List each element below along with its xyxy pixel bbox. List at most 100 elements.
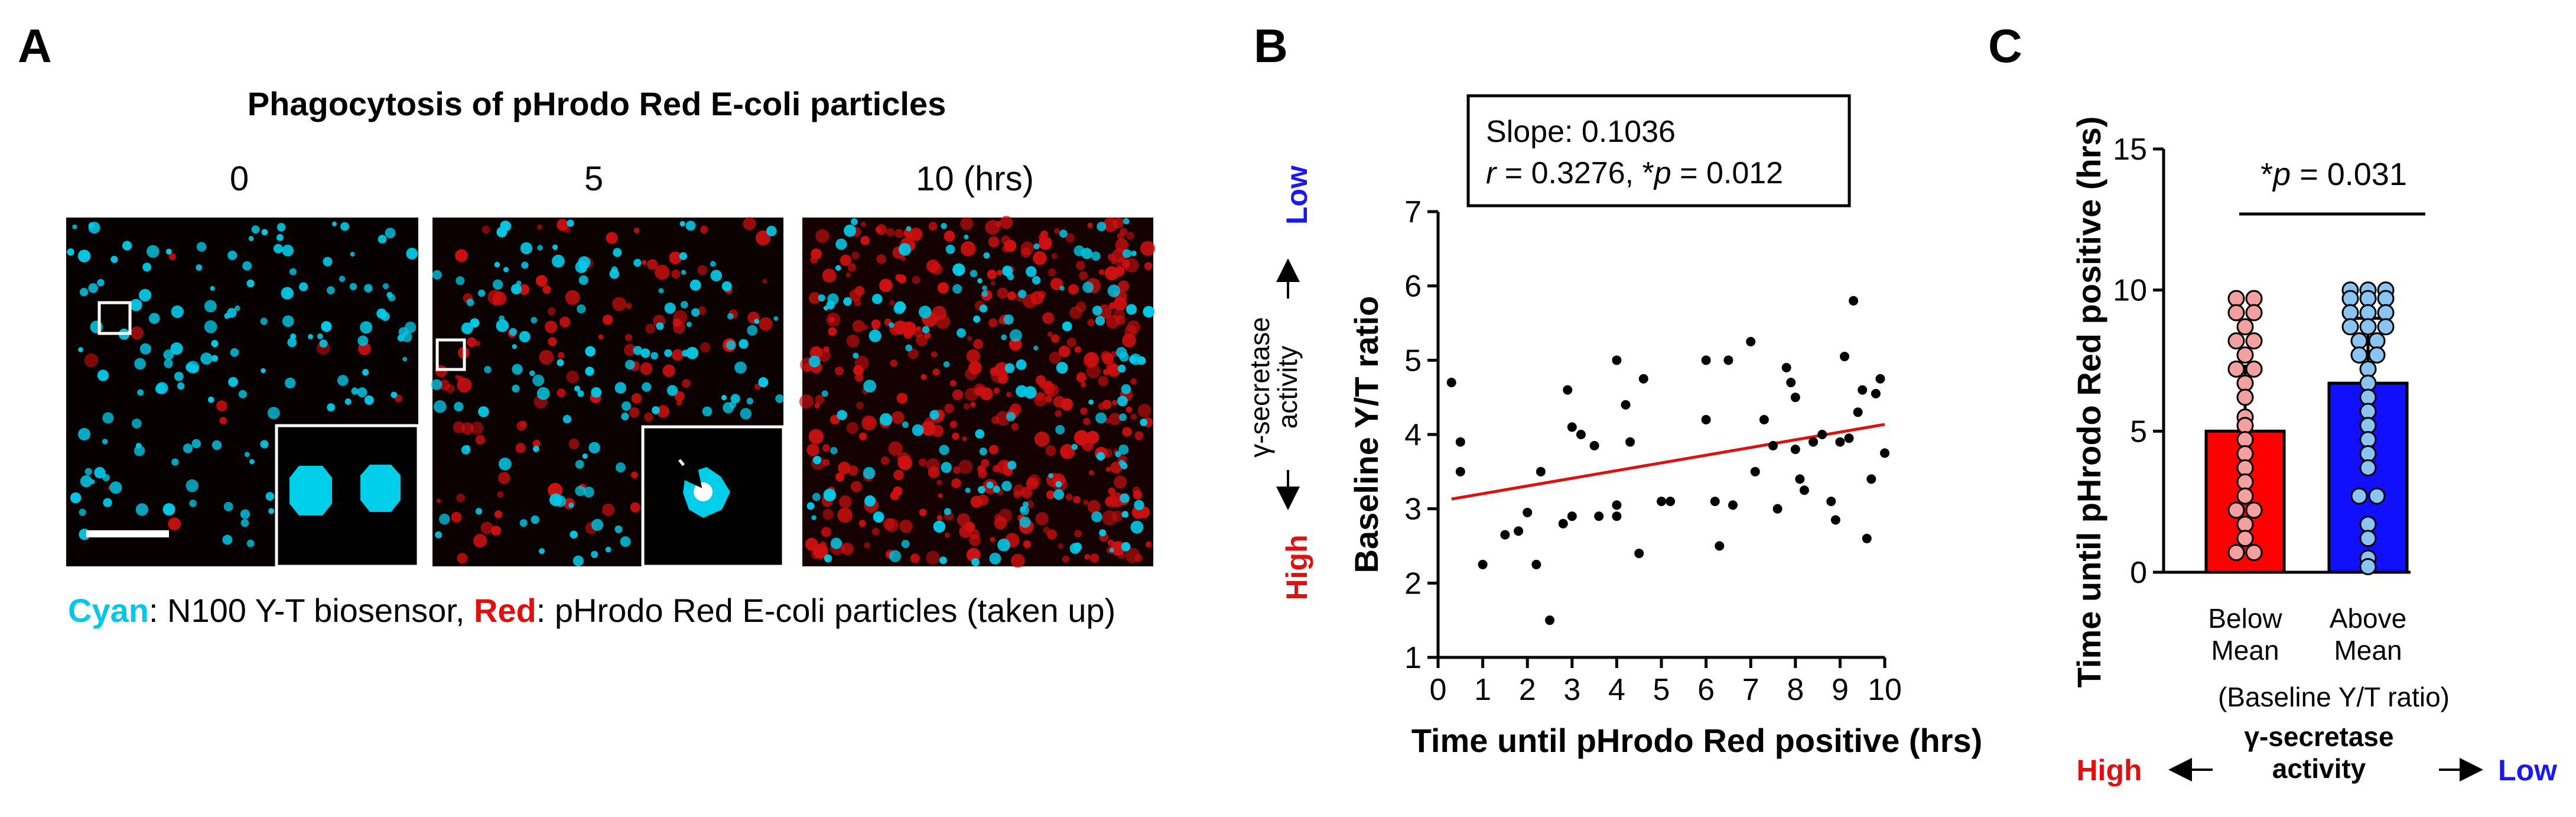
bar-data-point [2359, 360, 2377, 378]
scatter-point [1446, 378, 1456, 388]
scatter-point [1723, 355, 1733, 365]
bar-data-point [2227, 332, 2245, 350]
bar-data-point [2341, 318, 2359, 336]
scatter-y-tick-label: 5 [1404, 343, 1422, 378]
bar-data-point [2245, 290, 2263, 307]
bar-category-label: Mean [2211, 635, 2279, 666]
scatter-y-tick-label: 1 [1404, 641, 1422, 675]
panel-b-letter: B [1254, 20, 1288, 72]
scatter-point [1612, 500, 1622, 510]
bar-data-point [2359, 445, 2377, 463]
scatter-point [1817, 430, 1827, 439]
bar-data-point [2359, 417, 2377, 435]
scatter-point [1567, 422, 1577, 432]
micrograph-0h [66, 218, 420, 568]
bar-data-point [2368, 346, 2386, 364]
scatter-y-tick-label: 7 [1404, 195, 1422, 229]
scatter-point [1871, 388, 1881, 398]
bar-group-subtitle: (Baseline Y/T ratio) [2218, 682, 2450, 712]
scatter-x-tick-label: 0 [1430, 673, 1447, 707]
scatter-x-tick-label: 6 [1697, 673, 1715, 707]
scatter-y-tick-label: 3 [1404, 492, 1422, 527]
stats-box [1466, 94, 1851, 208]
scatter-x-tick-label: 7 [1742, 673, 1759, 707]
bar-data-point [2227, 544, 2245, 562]
scatter-point [1858, 385, 1868, 395]
bar-data-point [2236, 346, 2254, 364]
bar-data-point [2236, 516, 2254, 533]
bar-y-tick-label: 10 [2113, 274, 2147, 308]
scatter-point [1790, 445, 1800, 455]
bar-data-point [2245, 332, 2263, 350]
scatter-y-tick-label: 4 [1404, 418, 1422, 452]
roi-box [435, 338, 466, 371]
scatter-point [1612, 355, 1622, 365]
scatter-y-tick-label: 6 [1404, 270, 1422, 304]
scatter-point [1455, 437, 1465, 447]
bar-data-point [2236, 374, 2254, 392]
scatter-point [1666, 497, 1676, 507]
bar-data-point [2341, 304, 2359, 322]
micrograph-10h [799, 216, 1155, 568]
bar-data-point [2341, 290, 2359, 307]
scatter-point [1558, 518, 1568, 529]
bar-y-axis-label: Time until pHrodo Red positive (hrs) [2070, 116, 2107, 688]
bar-data-point [2350, 346, 2368, 364]
regression-line [1451, 423, 1885, 501]
scatter-point [1701, 355, 1711, 365]
bar-data-point [2236, 445, 2254, 463]
timepoint-0-label: 0 [230, 160, 249, 198]
bar-category-label: Mean [2334, 635, 2402, 666]
scatter-point [1594, 511, 1604, 521]
scatter-point [1795, 474, 1805, 484]
scatter-point [1728, 500, 1738, 510]
scatter-x-tick-label: 8 [1787, 673, 1804, 707]
bar-y-tick-label: 15 [2113, 132, 2147, 167]
scatter-x-tick-label: 3 [1563, 673, 1580, 707]
bar-data-point [2236, 417, 2254, 435]
scatter-point [1710, 497, 1720, 507]
bar-y-tick-label: 0 [2130, 556, 2147, 590]
bar-data-point [2236, 388, 2254, 406]
scale-bar [86, 530, 169, 537]
bar-data-point [2245, 544, 2263, 562]
bar-data-point [2236, 318, 2254, 336]
bar-data-point [2377, 304, 2395, 322]
scatter-point [1536, 466, 1546, 476]
scatter-point [1880, 448, 1889, 458]
bar-data-point [2359, 431, 2377, 449]
bar-data-point [2359, 304, 2377, 322]
scatter-point [1621, 400, 1631, 410]
scatter-point [1657, 497, 1666, 507]
bar-data-point [2227, 304, 2245, 322]
scatter-x-tick-label: 10 [1868, 673, 1902, 707]
bar-data-point [2227, 290, 2245, 307]
bar-data-point [2359, 290, 2377, 307]
scatter-point [1567, 511, 1577, 521]
scatter-point [1625, 437, 1635, 447]
timepoint-5-label: 5 [584, 160, 603, 198]
scatter-point [1844, 433, 1854, 443]
scatter-x-axis-label: Time until pHrodo Red positive (hrs) [1411, 722, 1983, 759]
scatter-x-tick-label: 2 [1519, 673, 1536, 707]
bar-data-point [2359, 557, 2377, 575]
scatter-point [1853, 407, 1863, 417]
scatter-point [1786, 378, 1796, 388]
bar-category-label: Above [2330, 603, 2406, 634]
scatter-point [1715, 541, 1725, 551]
bar-data-point [2359, 530, 2377, 547]
scatter-point [1781, 362, 1791, 372]
bar-data-point [2359, 318, 2377, 336]
bar-data-point [2236, 431, 2254, 449]
scatter-point [1478, 559, 1488, 569]
bar-data-point [2236, 473, 2254, 491]
bottom-activity-label-2: activity [2272, 753, 2366, 784]
timepoint-10-label: 10 (hrs) [916, 160, 1034, 198]
scatter-point [1862, 533, 1872, 543]
scatter-side-label-2: activity [1272, 346, 1303, 429]
bar-data-point [2377, 290, 2395, 307]
scatter-point [1576, 430, 1586, 439]
scatter-point [1830, 515, 1840, 525]
